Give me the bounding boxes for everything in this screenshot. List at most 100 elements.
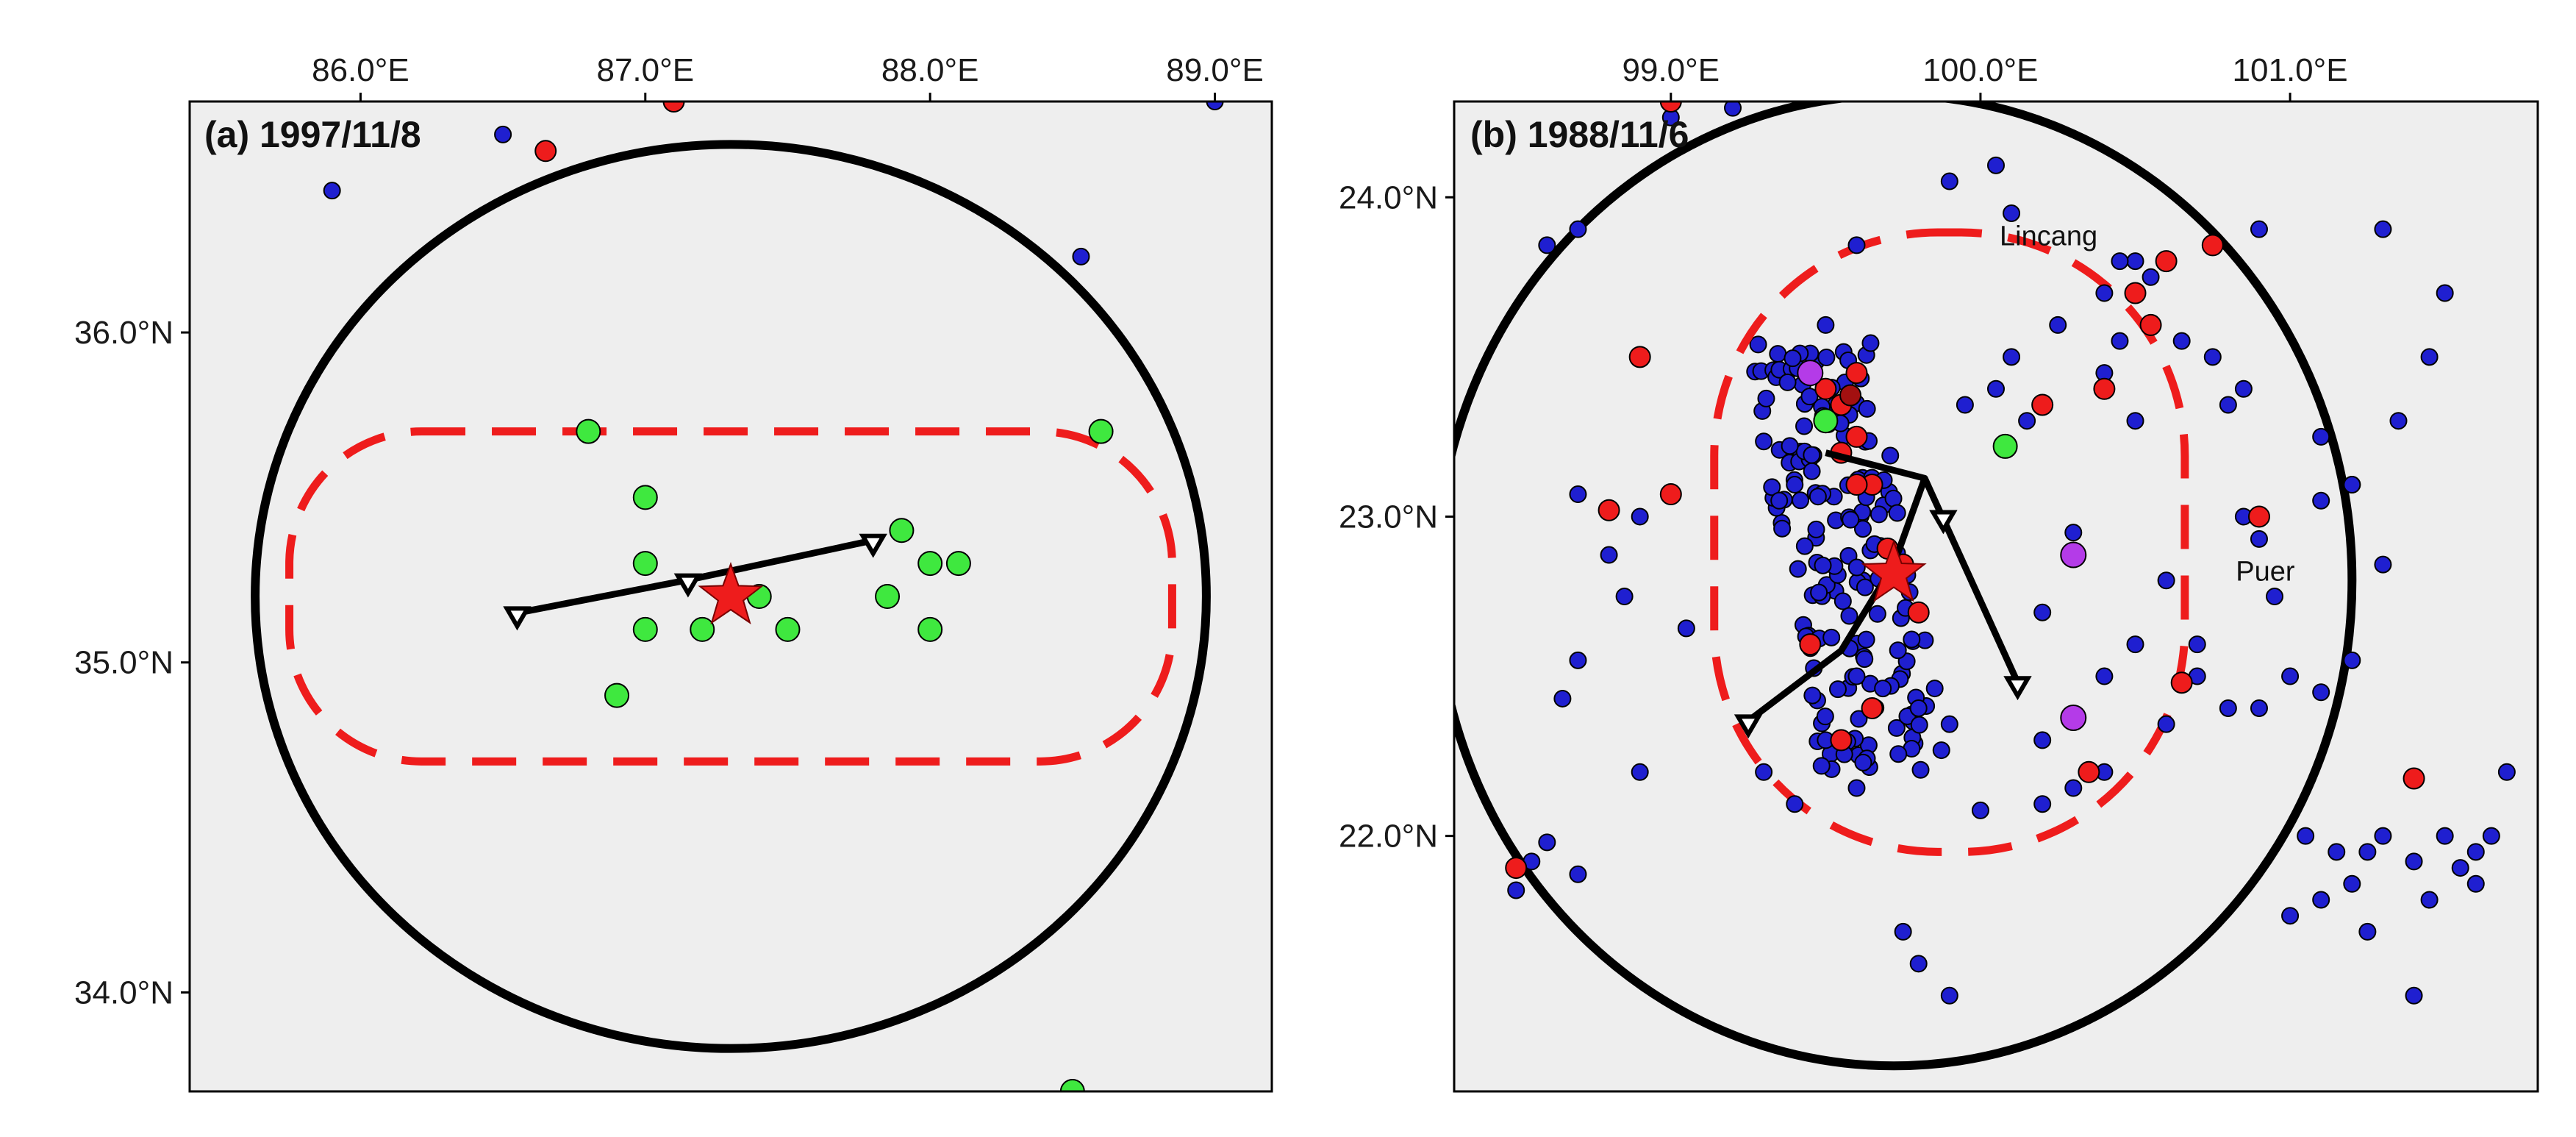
event-blue [1769, 345, 1787, 363]
event-blue [1538, 833, 1556, 852]
map-frame-a [188, 100, 1273, 1093]
event-red [2247, 505, 2270, 528]
event-blue [1800, 388, 1819, 406]
event-red [534, 140, 557, 163]
event-blue [2343, 476, 2361, 494]
event-blue [1868, 605, 1886, 623]
event-red [2403, 767, 2425, 790]
event-green [1088, 418, 1114, 444]
event-blue [2003, 204, 2021, 222]
event-green [576, 418, 601, 444]
event-blue [1909, 699, 1928, 717]
event-blue [2142, 268, 2160, 286]
tick-labels-a: 86.0°E 87.0°E 88.0°E 89.0°E 36.0°N 35.0°N 34.0… [74, 52, 1264, 1011]
event-blue [2188, 635, 2206, 654]
event-blue [1889, 641, 1907, 660]
influence-circle [251, 140, 1211, 1053]
place-label: Lincang [2000, 221, 2097, 252]
shaded-relief-b [1454, 101, 2538, 1091]
event-purple [1797, 360, 1824, 387]
event-blue [1910, 716, 1928, 734]
event-green [690, 616, 715, 642]
event-purple [2060, 541, 2087, 568]
event-blue [2126, 412, 2144, 430]
event-blue [1817, 348, 1836, 366]
event-blue [2111, 252, 2129, 271]
overlay-a [251, 101, 1224, 1091]
event-blue [1569, 220, 1587, 238]
event-darkred [1839, 384, 1862, 407]
tick-labels-b: 99.0°E 100.0°E 101.0°E 24.0°N 23.0°N 22.0°N [1339, 52, 2348, 855]
event-blue [1814, 556, 1832, 574]
event-blue [1850, 710, 1868, 728]
event-green [917, 616, 943, 642]
fault-trace [1825, 449, 2021, 685]
event-blue [1858, 399, 1876, 418]
event-blue [2219, 396, 2237, 414]
event-blue [2297, 827, 2315, 845]
event-blue [494, 125, 512, 143]
event-blue [1770, 491, 1789, 510]
epicenter-star-icon [1861, 539, 1927, 602]
event-blue [2157, 715, 2175, 733]
event-blue [1631, 763, 1649, 781]
event-blue [1808, 488, 1827, 506]
event-blue [1932, 741, 1950, 760]
event-blue [1911, 760, 1930, 779]
event-blue [2003, 348, 2021, 366]
event-blue [1874, 680, 1892, 698]
event-blue [1940, 172, 1958, 190]
event-red [1845, 474, 1868, 496]
map-frame-b [1453, 100, 2539, 1093]
event-blue [1783, 349, 1802, 368]
event-blue [1842, 510, 1860, 529]
event-red [1628, 346, 1651, 368]
event-blue [1840, 607, 1858, 625]
event-green [1992, 433, 2018, 459]
epicenter-star-icon [698, 562, 764, 624]
event-blue [1807, 520, 1825, 538]
event-blue [2281, 667, 2300, 685]
event-blue [1903, 630, 1921, 649]
event-blue [1828, 680, 1847, 699]
event-blue [2250, 699, 2268, 717]
event-blue [1206, 101, 1224, 110]
lon-tick-label: 99.0°E [1622, 52, 1720, 88]
rupture-zone-dashed [1710, 228, 2189, 856]
event-blue [2405, 986, 2423, 1005]
event-blue [2095, 667, 2114, 685]
event-green [889, 518, 915, 543]
event-blue [2466, 874, 2485, 893]
event-blue [2343, 651, 2361, 669]
event-blue [1569, 485, 1587, 504]
event-blue [1940, 986, 1958, 1005]
event-blue [1817, 316, 1835, 334]
event-green [775, 616, 801, 642]
event-blue [2436, 284, 2454, 302]
event-blue [2405, 852, 2423, 871]
event-red [1799, 633, 1822, 656]
event-red [2201, 234, 2224, 257]
event-blue [2250, 220, 2268, 238]
event-blue [2049, 316, 2067, 334]
thrust-tooth [859, 533, 887, 558]
event-red [1861, 696, 1883, 719]
event-blue [1677, 619, 1695, 638]
event-blue [2374, 827, 2392, 845]
lon-tick-label: 100.0°E [1922, 52, 2038, 88]
event-blue [1795, 537, 1814, 555]
event-red [1659, 483, 1682, 506]
event-blue [1822, 628, 1841, 646]
thrust-tooth [673, 573, 703, 598]
event-green [917, 551, 943, 577]
thrust-tooth [1929, 510, 1958, 535]
event-blue [2172, 332, 2191, 350]
event-blue [1553, 689, 1572, 707]
lat-tick-label: 24.0°N [1339, 179, 1438, 215]
fault-trace [1746, 477, 1928, 724]
event-blue [2018, 412, 2036, 430]
event-blue [1847, 779, 1866, 797]
event-red [2031, 393, 2054, 416]
event-blue [2358, 843, 2377, 861]
event-blue [1749, 335, 1767, 354]
